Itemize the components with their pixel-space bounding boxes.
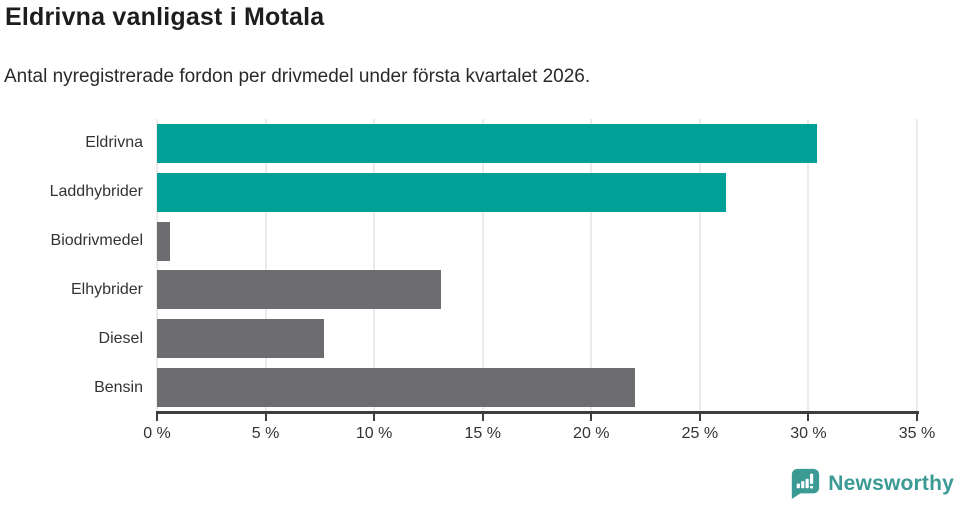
category-label-bensin: Bensin <box>94 378 143 396</box>
x-axis-tick-label-20: 20 % <box>573 425 610 442</box>
x-axis-tick-label-10: 10 % <box>355 425 393 442</box>
x-axis-tick-label-35: 35 % <box>898 425 936 442</box>
brand-name: Newsworthy <box>828 471 954 495</box>
x-axis-tick-label-30: 30 % <box>790 425 827 442</box>
bar-diesel <box>157 319 325 359</box>
gridline-10 <box>373 119 376 411</box>
x-axis-tick-10 <box>373 414 376 421</box>
category-label-laddhybrider: Laddhybrider <box>49 183 143 201</box>
x-axis-tick-35 <box>916 414 918 421</box>
bar-elhybrider <box>157 270 442 310</box>
bar-bensin <box>157 368 635 408</box>
x-axis-tick-25 <box>698 414 701 421</box>
x-axis-tick-15 <box>481 414 484 421</box>
category-label-diesel: Diesel <box>98 329 143 347</box>
gridline-30 <box>807 119 810 411</box>
brand-footer: Newsworthy <box>789 467 954 500</box>
gridline-0 <box>156 119 158 411</box>
gridline-15 <box>481 119 484 411</box>
gridline-20 <box>590 119 593 411</box>
category-label-elhybrider: Elhybrider <box>70 280 143 298</box>
x-axis-tick-label-0: 0 % <box>143 425 171 442</box>
gridline-35 <box>916 119 918 411</box>
bar-biodrivmedel <box>157 221 171 261</box>
bar-eldrivna <box>157 123 818 163</box>
x-axis-tick-label-5: 5 % <box>251 425 280 442</box>
gridline-25 <box>698 119 701 411</box>
chart-title: Eldrivna vanligast i Motala <box>5 3 325 31</box>
x-axis-line <box>155 411 919 414</box>
bar-laddhybrider <box>157 172 726 212</box>
x-axis-tick-5 <box>264 414 267 421</box>
x-axis-tick-label-25: 25 % <box>681 425 719 442</box>
gridline-5 <box>264 119 267 411</box>
x-axis-tick-20 <box>590 414 593 421</box>
newsworthy-logo-icon <box>792 468 820 500</box>
category-label-biodrivmedel: Biodrivmedel <box>50 232 143 250</box>
x-axis-tick-label-15: 15 % <box>464 425 501 442</box>
chart-subtitle: Antal nyregistrerade fordon per drivmede… <box>4 66 591 87</box>
category-label-eldrivna: Eldrivna <box>85 134 143 152</box>
x-axis-tick-0 <box>156 414 158 421</box>
x-axis-tick-30 <box>807 414 810 421</box>
